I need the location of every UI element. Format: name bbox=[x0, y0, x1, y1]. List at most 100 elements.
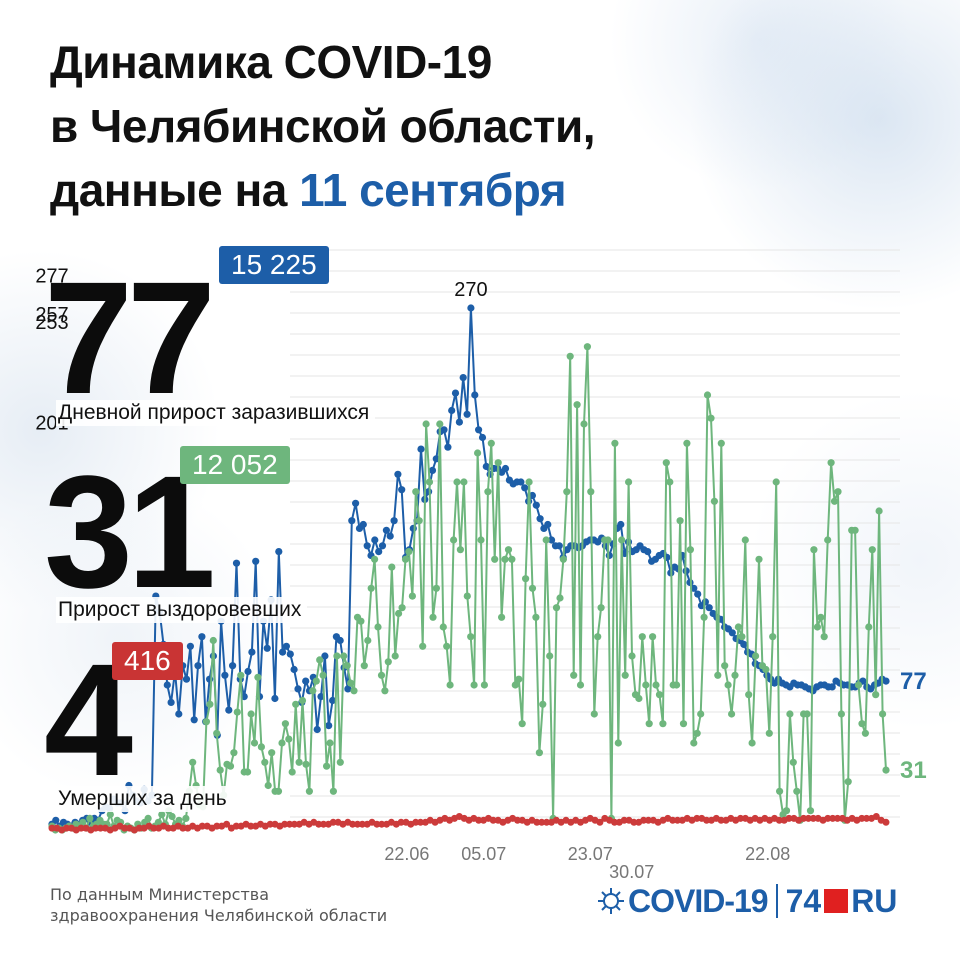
data-point-infected bbox=[371, 536, 379, 544]
end-labels: 77 31 bbox=[900, 668, 927, 784]
data-point-infected bbox=[182, 675, 191, 683]
logo-red-square bbox=[824, 889, 849, 913]
data-point-infected bbox=[448, 406, 456, 415]
x-tick-label: 22.06 bbox=[384, 844, 429, 864]
data-point-recovered bbox=[439, 623, 447, 631]
data-point-recovered bbox=[806, 807, 815, 815]
data-point-recovered bbox=[710, 497, 719, 505]
data-point-infected bbox=[555, 542, 563, 550]
data-point-deaths bbox=[164, 824, 172, 832]
data-point-recovered bbox=[851, 526, 859, 534]
covid-74ru-logo[interactable]: COVID-19 74 RU bbox=[596, 874, 897, 928]
data-point-infected bbox=[190, 716, 198, 724]
data-point-recovered bbox=[79, 818, 87, 826]
data-point-recovered bbox=[875, 507, 883, 515]
data-point-deaths bbox=[620, 816, 628, 824]
data-point-recovered bbox=[583, 343, 592, 351]
data-point-infected bbox=[455, 418, 463, 426]
data-point-recovered bbox=[820, 633, 828, 641]
data-point-recovered bbox=[776, 787, 784, 795]
data-point-deaths bbox=[785, 814, 793, 822]
data-point-recovered bbox=[865, 623, 873, 631]
data-point-recovered bbox=[621, 671, 629, 679]
data-point-infected bbox=[394, 470, 402, 478]
data-point-infected bbox=[359, 520, 367, 529]
data-point-recovered bbox=[498, 613, 506, 621]
data-point-deaths bbox=[872, 813, 880, 820]
chart-series bbox=[48, 304, 890, 834]
data-point-recovered bbox=[216, 766, 224, 774]
page-title: Динамика COVID-19 в Челябинской области,… bbox=[50, 30, 596, 222]
data-point-deaths bbox=[489, 816, 497, 824]
data-point-infected bbox=[313, 725, 321, 734]
data-point-deaths bbox=[198, 822, 206, 830]
data-point-deaths bbox=[358, 820, 366, 828]
data-point-recovered bbox=[882, 766, 890, 774]
data-point-infected bbox=[386, 532, 394, 540]
data-point-recovered bbox=[707, 414, 715, 422]
data-point-infected bbox=[290, 665, 298, 674]
data-point-recovered bbox=[357, 617, 365, 625]
data-point-recovered bbox=[189, 758, 197, 766]
data-point-recovered bbox=[374, 623, 382, 631]
end-label-infected: 77 bbox=[900, 668, 927, 695]
data-point-infected bbox=[440, 426, 448, 434]
data-point-recovered bbox=[278, 739, 286, 747]
data-point-recovered bbox=[309, 687, 317, 695]
data-point-recovered bbox=[343, 662, 351, 670]
data-point-deaths bbox=[630, 818, 638, 826]
data-point-recovered bbox=[635, 694, 643, 703]
data-point-recovered bbox=[872, 691, 880, 699]
data-point-recovered bbox=[443, 642, 451, 650]
data-point-recovered bbox=[484, 488, 492, 496]
data-point-recovered bbox=[717, 439, 725, 447]
data-point-recovered bbox=[604, 536, 612, 544]
source-line-1: По данным Министерства bbox=[50, 885, 270, 904]
data-point-infected bbox=[275, 548, 283, 556]
data-point-recovered bbox=[182, 814, 190, 823]
data-point-recovered bbox=[453, 478, 461, 486]
data-point-recovered bbox=[446, 681, 454, 689]
data-point-recovered bbox=[645, 720, 653, 728]
data-point-recovered bbox=[576, 681, 585, 689]
data-point-deaths bbox=[882, 818, 890, 826]
data-point-recovered bbox=[679, 720, 688, 728]
peak-label: 257 bbox=[35, 304, 68, 326]
data-point-infected bbox=[344, 685, 352, 693]
data-point-recovered bbox=[305, 787, 313, 795]
data-point-recovered bbox=[333, 652, 341, 660]
data-point-recovered bbox=[683, 439, 691, 447]
data-point-recovered bbox=[395, 609, 403, 618]
data-point-recovered bbox=[268, 749, 276, 757]
data-point-recovered bbox=[233, 708, 241, 716]
data-point-recovered bbox=[594, 633, 602, 641]
data-point-deaths bbox=[533, 818, 541, 826]
data-point-infected bbox=[248, 648, 256, 656]
data-point-recovered bbox=[566, 352, 574, 360]
data-point-infected bbox=[244, 667, 252, 676]
data-point-recovered bbox=[144, 814, 152, 823]
data-point-infected bbox=[451, 389, 460, 397]
data-point-infected bbox=[194, 662, 202, 670]
data-point-recovered bbox=[854, 681, 863, 689]
data-point-recovered bbox=[264, 781, 272, 790]
data-point-deaths bbox=[315, 820, 323, 828]
data-point-deaths bbox=[48, 824, 56, 832]
data-point-recovered bbox=[789, 758, 797, 766]
data-point-infected bbox=[532, 501, 540, 509]
data-point-infected bbox=[475, 426, 483, 434]
data-point-deaths bbox=[737, 814, 744, 822]
data-point-infected bbox=[167, 698, 175, 707]
data-point-recovered bbox=[724, 681, 732, 689]
data-point-recovered bbox=[504, 546, 513, 554]
data-point-recovered bbox=[738, 633, 746, 641]
data-point-recovered bbox=[772, 478, 780, 486]
x-tick-label: 30.07 bbox=[609, 862, 654, 882]
data-point-recovered bbox=[491, 555, 499, 563]
data-point-recovered bbox=[474, 449, 482, 457]
data-point-recovered bbox=[662, 459, 670, 467]
data-point-infected bbox=[617, 520, 625, 529]
data-point-infected bbox=[175, 710, 183, 718]
data-point-deaths bbox=[693, 814, 701, 822]
data-point-recovered bbox=[834, 488, 842, 496]
